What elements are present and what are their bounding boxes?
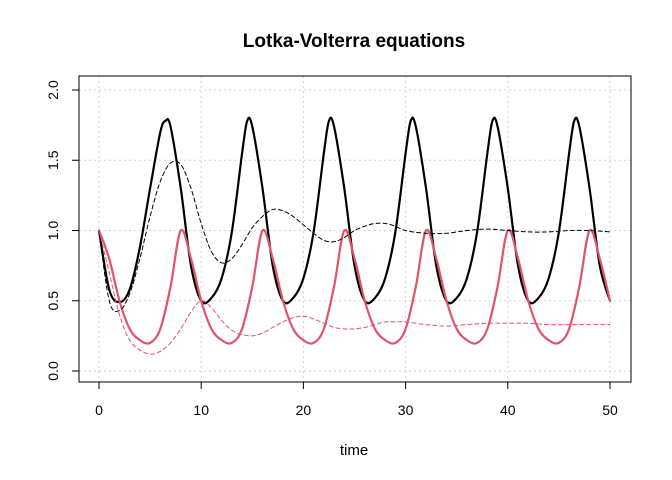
- y-tick-label-1: 0.5: [45, 291, 61, 311]
- series-layer: [97, 116, 612, 355]
- plot-frame: [78, 75, 632, 383]
- series-line-3: [98, 230, 611, 355]
- y-tick-label-2: 1.0: [45, 221, 61, 241]
- y-tick-label-3: 1.5: [45, 150, 61, 170]
- x-tick-label-3: 30: [398, 402, 414, 418]
- x-tick-label-1: 10: [193, 402, 209, 418]
- grid: [79, 76, 631, 382]
- y-tick-label-4: 2.0: [45, 80, 61, 100]
- y-tick-label-0: 0.0: [45, 361, 61, 381]
- x-tick-label-4: 40: [500, 402, 516, 418]
- series-line-1: [97, 228, 612, 345]
- axes: 0 10 20 30 40 50 0.0 0.5 1.0 1.5 2.0: [45, 80, 618, 418]
- series-line-2: [98, 160, 611, 313]
- x-tick-label-0: 0: [95, 402, 103, 418]
- x-tick-label-2: 20: [296, 402, 312, 418]
- x-tick-label-5: 50: [602, 402, 618, 418]
- chart-title: Lotka-Volterra equations: [243, 31, 465, 52]
- series-line-0: [97, 116, 612, 305]
- x-axis-label: time: [340, 442, 368, 459]
